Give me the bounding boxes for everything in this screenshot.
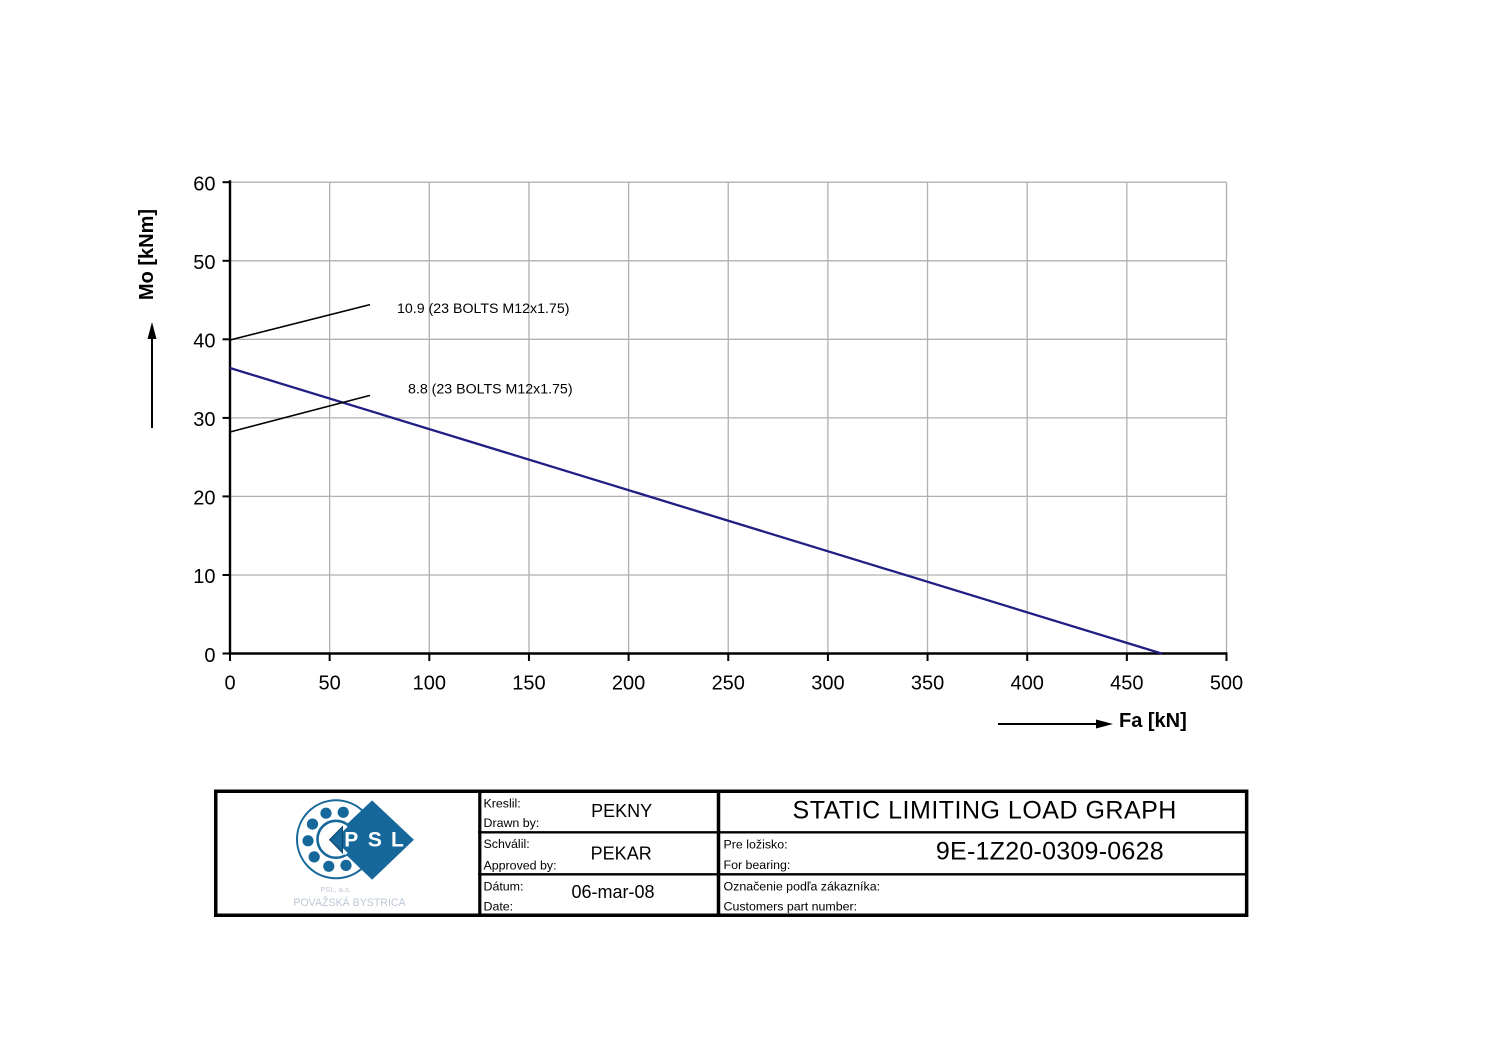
svg-text:0: 0 bbox=[224, 673, 235, 695]
svg-text:06-mar-08: 06-mar-08 bbox=[571, 882, 654, 902]
svg-text:PEKAR: PEKAR bbox=[591, 844, 652, 864]
svg-text:Customers part number:: Customers part number: bbox=[724, 900, 858, 914]
svg-text:POVAŽSKÁ BYSTRICA: POVAŽSKÁ BYSTRICA bbox=[293, 896, 406, 909]
svg-text:STATIC LIMITING LOAD GRAPH: STATIC LIMITING LOAD GRAPH bbox=[793, 797, 1177, 825]
svg-text:Drawn by:: Drawn by: bbox=[484, 816, 540, 830]
svg-text:60: 60 bbox=[193, 174, 215, 196]
svg-text:150: 150 bbox=[512, 673, 545, 695]
svg-text:400: 400 bbox=[1011, 673, 1044, 695]
svg-text:Mo [kNm]: Mo [kNm] bbox=[136, 209, 158, 300]
svg-text:300: 300 bbox=[811, 673, 844, 695]
svg-text:Approved by:: Approved by: bbox=[484, 859, 557, 873]
svg-text:Schválil:: Schválil: bbox=[484, 837, 530, 851]
svg-text:S: S bbox=[368, 829, 382, 852]
svg-text:Pre ložisko:: Pre ložisko: bbox=[724, 837, 788, 851]
svg-text:PEKNY: PEKNY bbox=[591, 801, 652, 821]
svg-text:Označenie podľa zákazníka:: Označenie podľa zákazníka: bbox=[724, 879, 881, 893]
svg-text:Fa [kN]: Fa [kN] bbox=[1119, 710, 1187, 732]
svg-text:P: P bbox=[344, 829, 358, 852]
svg-text:Kreslil:: Kreslil: bbox=[484, 796, 521, 810]
svg-text:For bearing:: For bearing: bbox=[724, 858, 791, 872]
svg-text:50: 50 bbox=[193, 252, 215, 274]
svg-text:20: 20 bbox=[193, 488, 215, 510]
svg-text:Date:: Date: bbox=[484, 899, 514, 913]
svg-text:10: 10 bbox=[193, 566, 215, 588]
svg-text:9E-1Z20-0309-0628: 9E-1Z20-0309-0628 bbox=[936, 838, 1164, 866]
svg-text:100: 100 bbox=[413, 673, 446, 695]
svg-text:200: 200 bbox=[612, 673, 645, 695]
svg-text:8.8 (23 BOLTS M12x1.75): 8.8 (23 BOLTS M12x1.75) bbox=[408, 382, 573, 398]
svg-text:PSL, a.s.: PSL, a.s. bbox=[320, 885, 350, 894]
svg-text:30: 30 bbox=[193, 409, 215, 431]
svg-text:Dátum:: Dátum: bbox=[484, 879, 524, 893]
svg-text:L: L bbox=[391, 829, 404, 852]
svg-text:0: 0 bbox=[204, 645, 215, 667]
svg-text:250: 250 bbox=[712, 673, 745, 695]
svg-text:450: 450 bbox=[1110, 673, 1143, 695]
svg-text:40: 40 bbox=[193, 331, 215, 353]
svg-text:350: 350 bbox=[911, 673, 944, 695]
svg-text:50: 50 bbox=[319, 673, 341, 695]
svg-text:10.9 (23 BOLTS M12x1.75): 10.9 (23 BOLTS M12x1.75) bbox=[397, 301, 569, 317]
svg-text:500: 500 bbox=[1210, 673, 1243, 695]
